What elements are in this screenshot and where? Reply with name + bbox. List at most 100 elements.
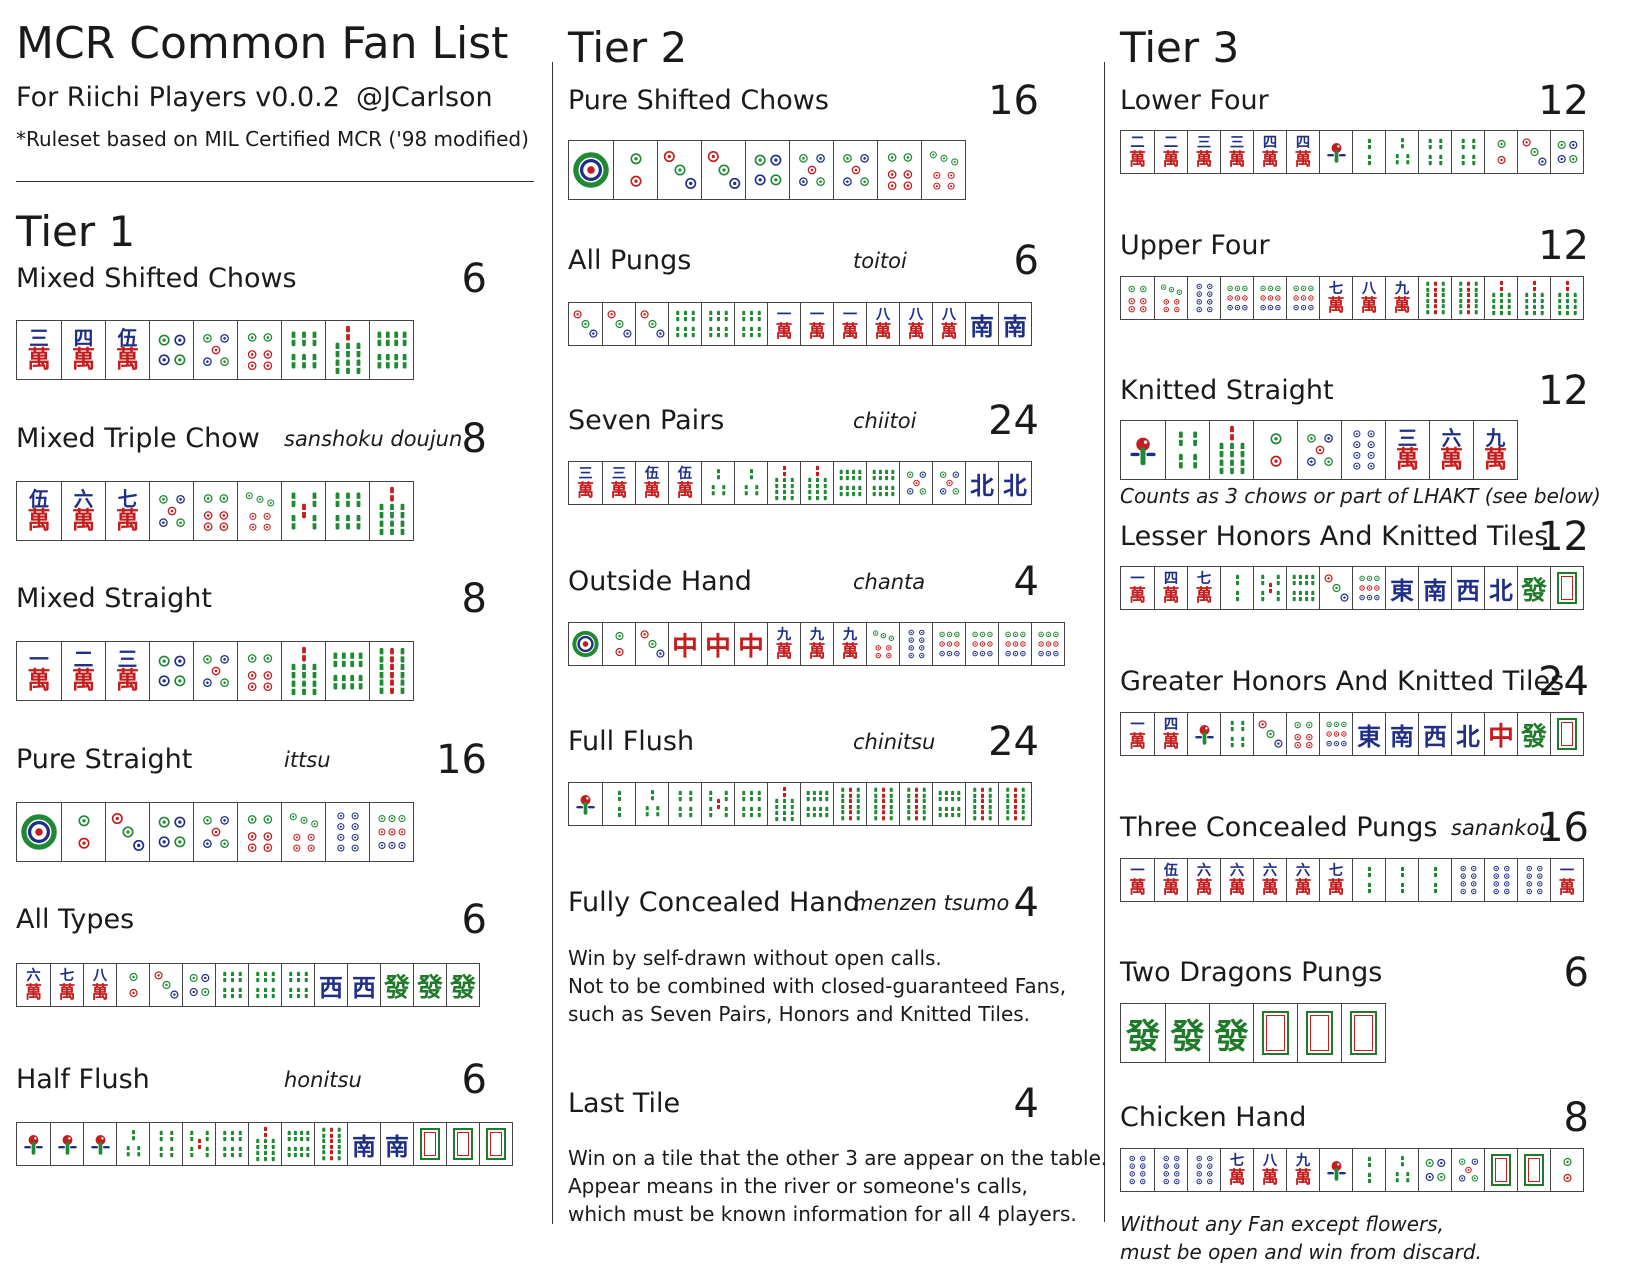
tile-row: 二萬二萬三萬三萬四萬四萬: [1120, 130, 1584, 174]
bamboo-tile: [833, 462, 866, 504]
bamboo-tile: [965, 783, 998, 825]
fan-name: All Pungs: [568, 245, 692, 276]
fan-note: Counts as 3 chows or part of LHAKT (see …: [1120, 484, 1601, 508]
tile-row: 七萬八萬九萬: [1120, 1148, 1584, 1192]
bamboo-tile: [1319, 131, 1352, 173]
ruleset-note: *Ruleset based on MIL Certified MCR ('98…: [16, 127, 529, 151]
circle-tile: [1154, 277, 1187, 319]
tier-2-title: Tier 2: [568, 23, 688, 72]
bamboo-tile: [1418, 131, 1451, 173]
character-tile: 九萬: [767, 623, 800, 665]
green-dragon-tile: 發: [413, 964, 446, 1006]
fan-points: 12: [1538, 78, 1589, 124]
tile-row: 伍萬六萬七萬: [16, 481, 414, 541]
character-tile: 六萬: [1429, 421, 1473, 479]
character-tile: 一萬: [1121, 859, 1154, 901]
circle-tile: [1319, 713, 1352, 755]
circle-tile: [1253, 277, 1286, 319]
circle-tile: [899, 623, 932, 665]
bamboo-tile: [325, 321, 369, 379]
circle-tile: [105, 803, 149, 861]
character-tile: 六萬: [1286, 859, 1319, 901]
character-tile: 九萬: [1473, 421, 1517, 479]
circle-tile: [701, 141, 745, 199]
character-tile: 二萬: [1121, 131, 1154, 173]
red-dragon-tile: 中: [668, 623, 701, 665]
character-tile: 六萬: [17, 964, 50, 1006]
character-tile: 三萬: [1187, 131, 1220, 173]
circle-tile: [1517, 131, 1550, 173]
circle-tile: [237, 482, 281, 540]
circle-tile: [1121, 1149, 1154, 1191]
fan-points: 4: [1013, 880, 1039, 926]
character-tile: 八萬: [1253, 1149, 1286, 1191]
bamboo-tile: [701, 462, 734, 504]
fan-note-line: must be open and win from discard.: [1120, 1240, 1482, 1264]
circle-tile: [1154, 1149, 1187, 1191]
character-tile: 二萬: [1154, 131, 1187, 173]
fan-points: 6: [1563, 950, 1589, 996]
bamboo-tile: [17, 1123, 50, 1165]
circle-tile: [1451, 859, 1484, 901]
circle-tile: [1550, 1149, 1583, 1191]
circle-tile: [61, 803, 105, 861]
circle-tile: [1286, 277, 1319, 319]
bamboo-tile: [215, 964, 248, 1006]
character-tile: 伍萬: [635, 462, 668, 504]
character-tile: 一萬: [800, 303, 833, 345]
bamboo-tile: [767, 783, 800, 825]
white-dragon-tile: [1517, 1149, 1550, 1191]
character-tile: 八萬: [83, 964, 116, 1006]
bamboo-tile: [281, 964, 314, 1006]
bamboo-tile: [701, 303, 734, 345]
bamboo-tile: [1121, 421, 1165, 479]
bamboo-tile: [83, 1123, 116, 1165]
circle-tile: [1187, 277, 1220, 319]
tile-row: 六萬七萬八萬西西發發發: [16, 963, 480, 1007]
page-title: MCR Common Fan List: [16, 18, 509, 69]
character-tile: 一萬: [1550, 859, 1583, 901]
red-dragon-tile: 中: [1484, 713, 1517, 755]
circle-tile: [1121, 277, 1154, 319]
white-dragon-tile: [1550, 567, 1583, 609]
character-tile: 三萬: [569, 462, 602, 504]
fan-name: Two Dragons Pungs: [1120, 957, 1383, 988]
bamboo-tile: [149, 1123, 182, 1165]
header-divider: [16, 181, 534, 182]
wind-tile: 西: [1451, 567, 1484, 609]
green-dragon-tile: 發: [380, 964, 413, 1006]
green-dragon-tile: 發: [1517, 567, 1550, 609]
wind-tile: 南: [380, 1123, 413, 1165]
white-dragon-tile: [479, 1123, 512, 1165]
fan-points: 24: [988, 398, 1039, 444]
bamboo-tile: [1352, 131, 1385, 173]
green-dragon-tile: 發: [1517, 713, 1550, 755]
bamboo-tile: [1484, 277, 1517, 319]
fan-romaji: chinitsu: [853, 730, 936, 754]
wind-tile: 南: [347, 1123, 380, 1165]
tile-row: 三萬三萬伍萬伍萬北北: [568, 461, 1032, 505]
fan-romaji: honitsu: [284, 1068, 362, 1092]
wind-tile: 北: [998, 462, 1031, 504]
circle-tile: [921, 141, 965, 199]
white-dragon-tile: [1550, 713, 1583, 755]
bamboo-tile: [866, 462, 899, 504]
fan-points: 8: [1563, 1095, 1589, 1141]
circle-tile: [745, 141, 789, 199]
tile-row: 一萬四萬 東南西北中發: [1120, 712, 1584, 756]
character-tile: 四萬: [1253, 131, 1286, 173]
circle-tile: [1517, 859, 1550, 901]
fan-romaji: menzen tsumo: [853, 891, 1010, 915]
character-tile: 九萬: [1286, 1149, 1319, 1191]
fan-points: 12: [1538, 223, 1589, 269]
white-dragon-tile: [413, 1123, 446, 1165]
character-tile: 七萬: [105, 482, 149, 540]
bamboo-tile: [1209, 421, 1253, 479]
bamboo-tile: [116, 1123, 149, 1165]
wind-tile: 北: [965, 462, 998, 504]
bamboo-tile: [281, 1123, 314, 1165]
circle-tile: [193, 642, 237, 700]
bamboo-tile: [1187, 713, 1220, 755]
character-tile: 三萬: [105, 642, 149, 700]
circle-tile: [1319, 567, 1352, 609]
